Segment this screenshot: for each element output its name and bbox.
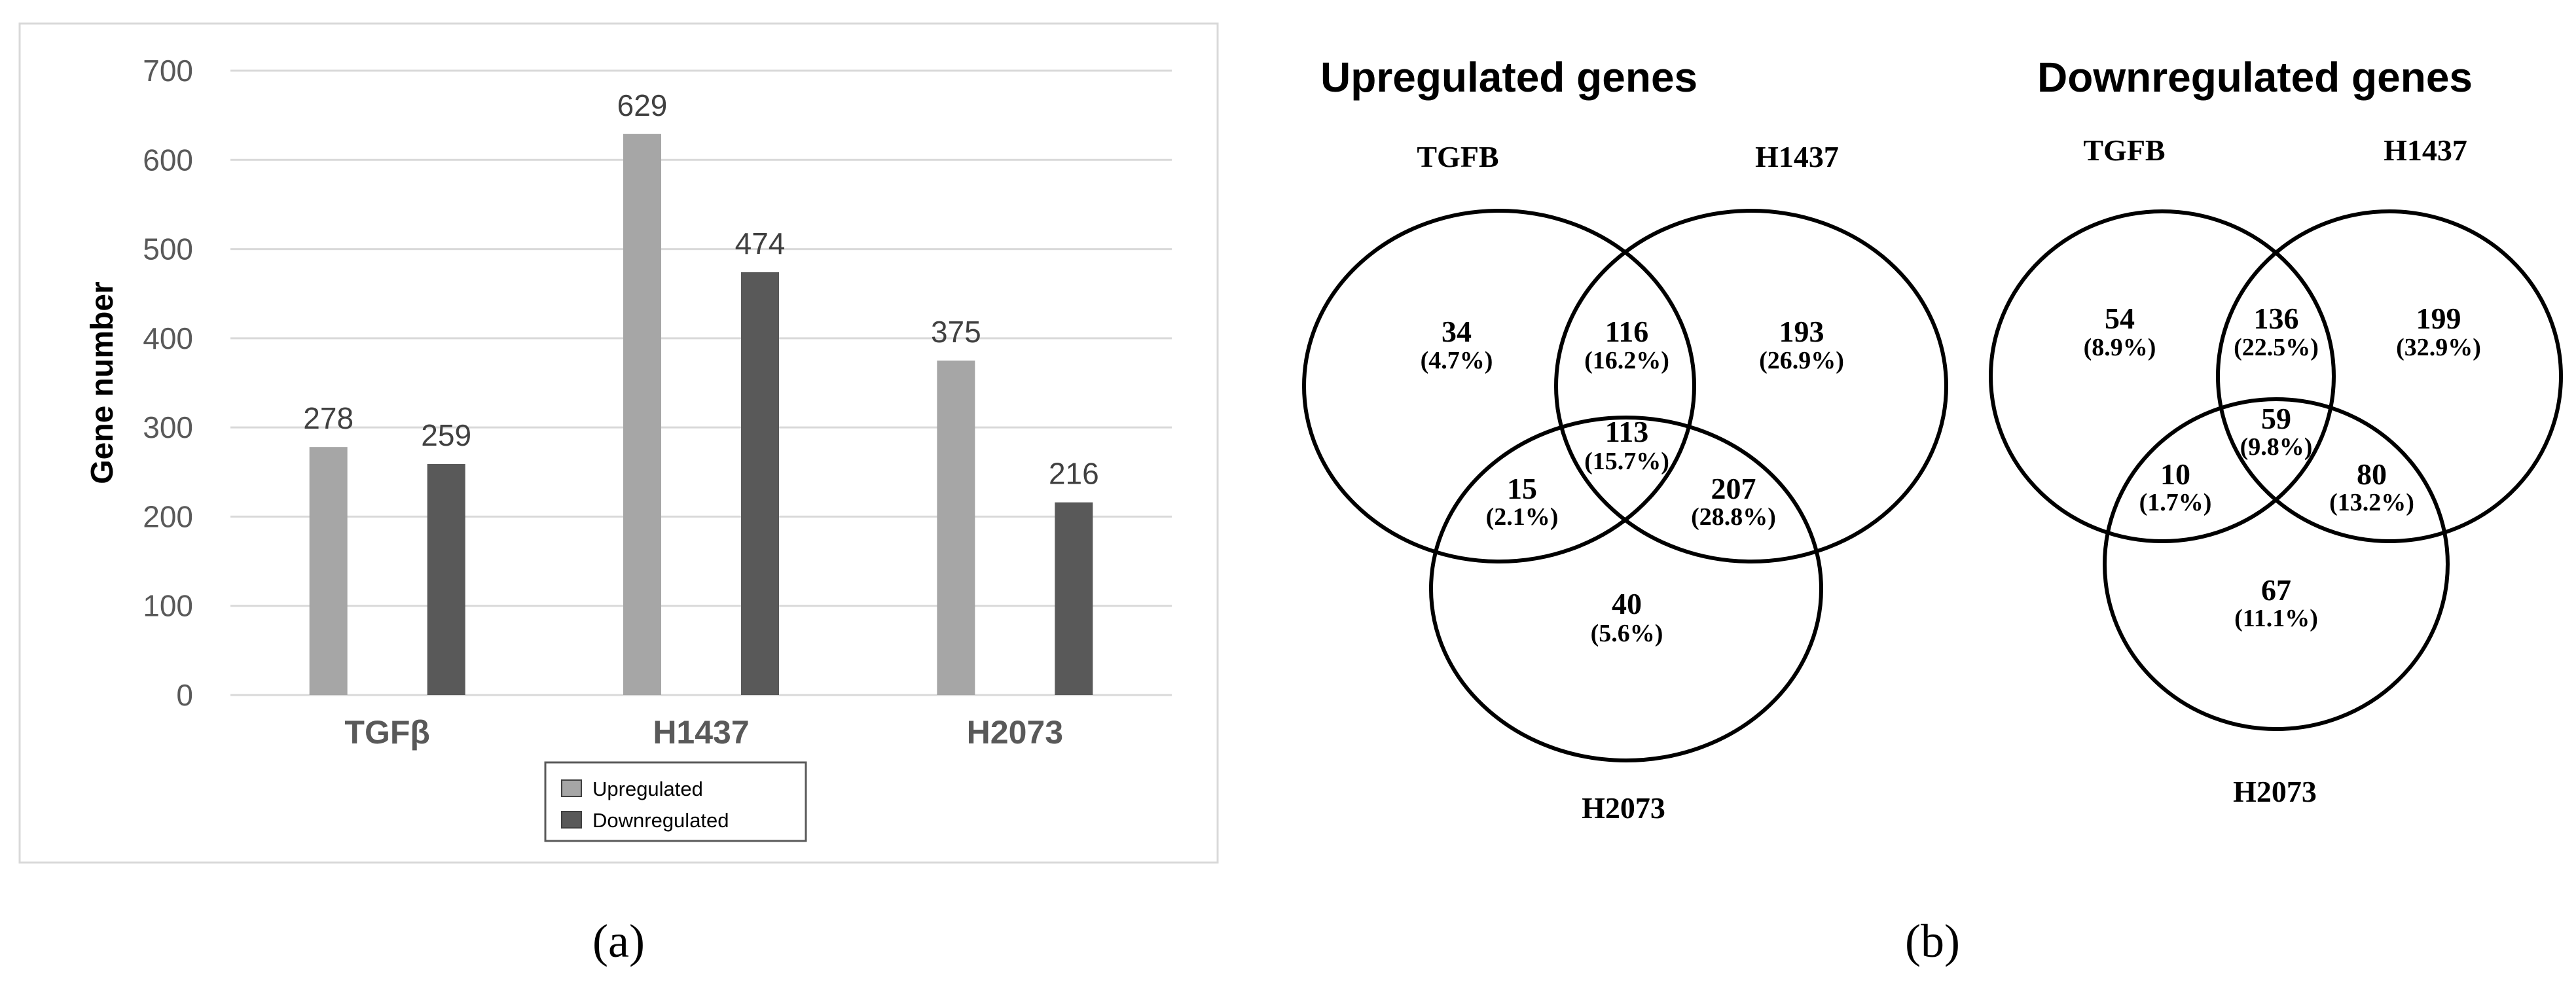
venn-upregulated: Upregulated genes TGFB H1437 H2073 34 (4… [1302, 54, 1948, 825]
venn-down-pct-h2073: (11.1%) [2234, 605, 2318, 632]
category-label-0: TGFβ [344, 714, 430, 751]
venn-down-pct-tgfb-h2073: (1.7%) [2139, 489, 2212, 516]
venn-down-count-tgfb-h2073: 10 [2160, 457, 2190, 491]
data-label-upregulated-1: 629 [617, 88, 668, 122]
venn-down-set-tgfb: TGFB [2083, 134, 2165, 167]
y-tick-label-400: 400 [143, 321, 193, 355]
bar-upregulated-0 [309, 447, 348, 695]
category-label-2: H2073 [967, 714, 1063, 751]
venn-up-count-tgfb: 34 [1442, 315, 1472, 348]
venn-up-count-tgfb-h1437: 116 [1605, 315, 1648, 348]
bar-downregulated-2 [1055, 502, 1093, 695]
venn-up-count-h1437-h2073: 207 [1711, 472, 1756, 505]
bar-downregulated-0 [427, 464, 465, 695]
bar-upregulated-2 [937, 360, 975, 695]
category-label-1: H1437 [653, 714, 749, 751]
panel-label-a: (a) [592, 915, 645, 967]
bar-upregulated-1 [623, 134, 661, 695]
venn-up-circle-h2073 [1429, 416, 1823, 762]
venn-up-pct-h1437-h2073: (28.8%) [1691, 503, 1776, 531]
venn-up-circle-tgfb [1302, 209, 1696, 563]
venn-down-count-tgfb: 54 [2105, 302, 2135, 335]
y-tick-label-300: 300 [143, 410, 193, 444]
venn-down-circle-h1437 [2216, 209, 2563, 543]
venn-down-circle-tgfb [1989, 209, 2336, 543]
y-tick-label-0: 0 [176, 678, 193, 712]
venn-up-circle-h1437 [1554, 209, 1948, 563]
venn-down-count-h1437-h2073: 80 [2357, 457, 2387, 491]
venn-down-pct-h1437: (32.9%) [2396, 334, 2481, 361]
bar-downregulated-1 [741, 272, 779, 695]
venn-down-pct-tgfb: (8.9%) [2084, 334, 2156, 361]
venn-down-set-h1437: H1437 [2384, 134, 2467, 167]
y-tick-labels: 0 100 200 300 400 500 600 700 [143, 54, 193, 712]
data-label-downregulated-2: 216 [1049, 457, 1099, 491]
data-label-upregulated-0: 278 [303, 401, 354, 435]
y-tick-label-100: 100 [143, 589, 193, 623]
legend-swatch-upregulated [561, 779, 582, 797]
venn-down-count-h2073: 67 [2261, 573, 2291, 607]
venn-down-count-all: 59 [2261, 402, 2291, 435]
venn-down-pct-h1437-h2073: (13.2%) [2329, 489, 2414, 516]
legend-swatch-downregulated [561, 811, 582, 829]
legend: Upregulated Downregulated [544, 761, 807, 842]
venn-down-circle-h2073 [2103, 397, 2450, 731]
venn-down-set-h2073: H2073 [2233, 775, 2317, 808]
venn-up-set-tgfb: TGFB [1417, 140, 1498, 173]
venn-downregulated: Downregulated genes TGFB H1437 H2073 54 … [1989, 54, 2563, 808]
data-label-downregulated-1: 474 [735, 226, 786, 260]
venn-up-count-tgfb-h2073: 15 [1507, 472, 1537, 505]
bars [309, 134, 1093, 695]
legend-box [544, 761, 807, 842]
y-axis-label: Gene number [85, 281, 120, 484]
panel-label-b: (b) [1905, 915, 1960, 967]
data-labels: 278 259 629 474 375 216 [303, 88, 1098, 491]
venn-up-title: Upregulated genes [1320, 54, 1697, 101]
bar-chart: 0 100 200 300 400 500 600 700 278 259 629 474 375 21… [18, 22, 1219, 864]
venn-up-pct-tgfb: (4.7%) [1421, 347, 1493, 374]
venn-up-pct-all: (15.7%) [1584, 448, 1669, 475]
venn-down-count-tgfb-h1437: 136 [2254, 302, 2299, 335]
venn-up-pct-h1437: (26.9%) [1759, 347, 1844, 374]
venn-down-title: Downregulated genes [2037, 54, 2473, 101]
venn-up-pct-tgfb-h1437: (16.2%) [1584, 347, 1669, 374]
gridlines [230, 69, 1172, 696]
y-tick-label-500: 500 [143, 232, 193, 266]
venn-up-set-h2073: H2073 [1582, 791, 1665, 825]
venn-up-set-h1437: H1437 [1755, 140, 1839, 173]
chart-frame [18, 22, 1219, 864]
y-tick-label-200: 200 [143, 499, 193, 533]
data-label-downregulated-0: 259 [421, 418, 471, 452]
data-label-upregulated-2: 375 [931, 315, 981, 349]
venn-up-count-h1437: 193 [1779, 315, 1824, 348]
venn-down-pct-all: (9.8%) [2240, 433, 2313, 461]
venn-down-count-h1437: 199 [2416, 302, 2461, 335]
y-tick-label-600: 600 [143, 143, 193, 177]
venn-up-pct-h2073: (5.6%) [1591, 620, 1663, 647]
legend-label-upregulated: Upregulated [592, 777, 703, 800]
venn-up-count-all: 113 [1605, 415, 1648, 448]
venn-up-pct-tgfb-h2073: (2.1%) [1486, 503, 1559, 531]
venn-up-count-h2073: 40 [1612, 587, 1642, 620]
category-labels: TGFβ H1437 H2073 [344, 714, 1063, 751]
legend-label-downregulated: Downregulated [592, 809, 729, 832]
venn-down-pct-tgfb-h1437: (22.5%) [2234, 334, 2319, 361]
y-tick-label-700: 700 [143, 54, 193, 88]
